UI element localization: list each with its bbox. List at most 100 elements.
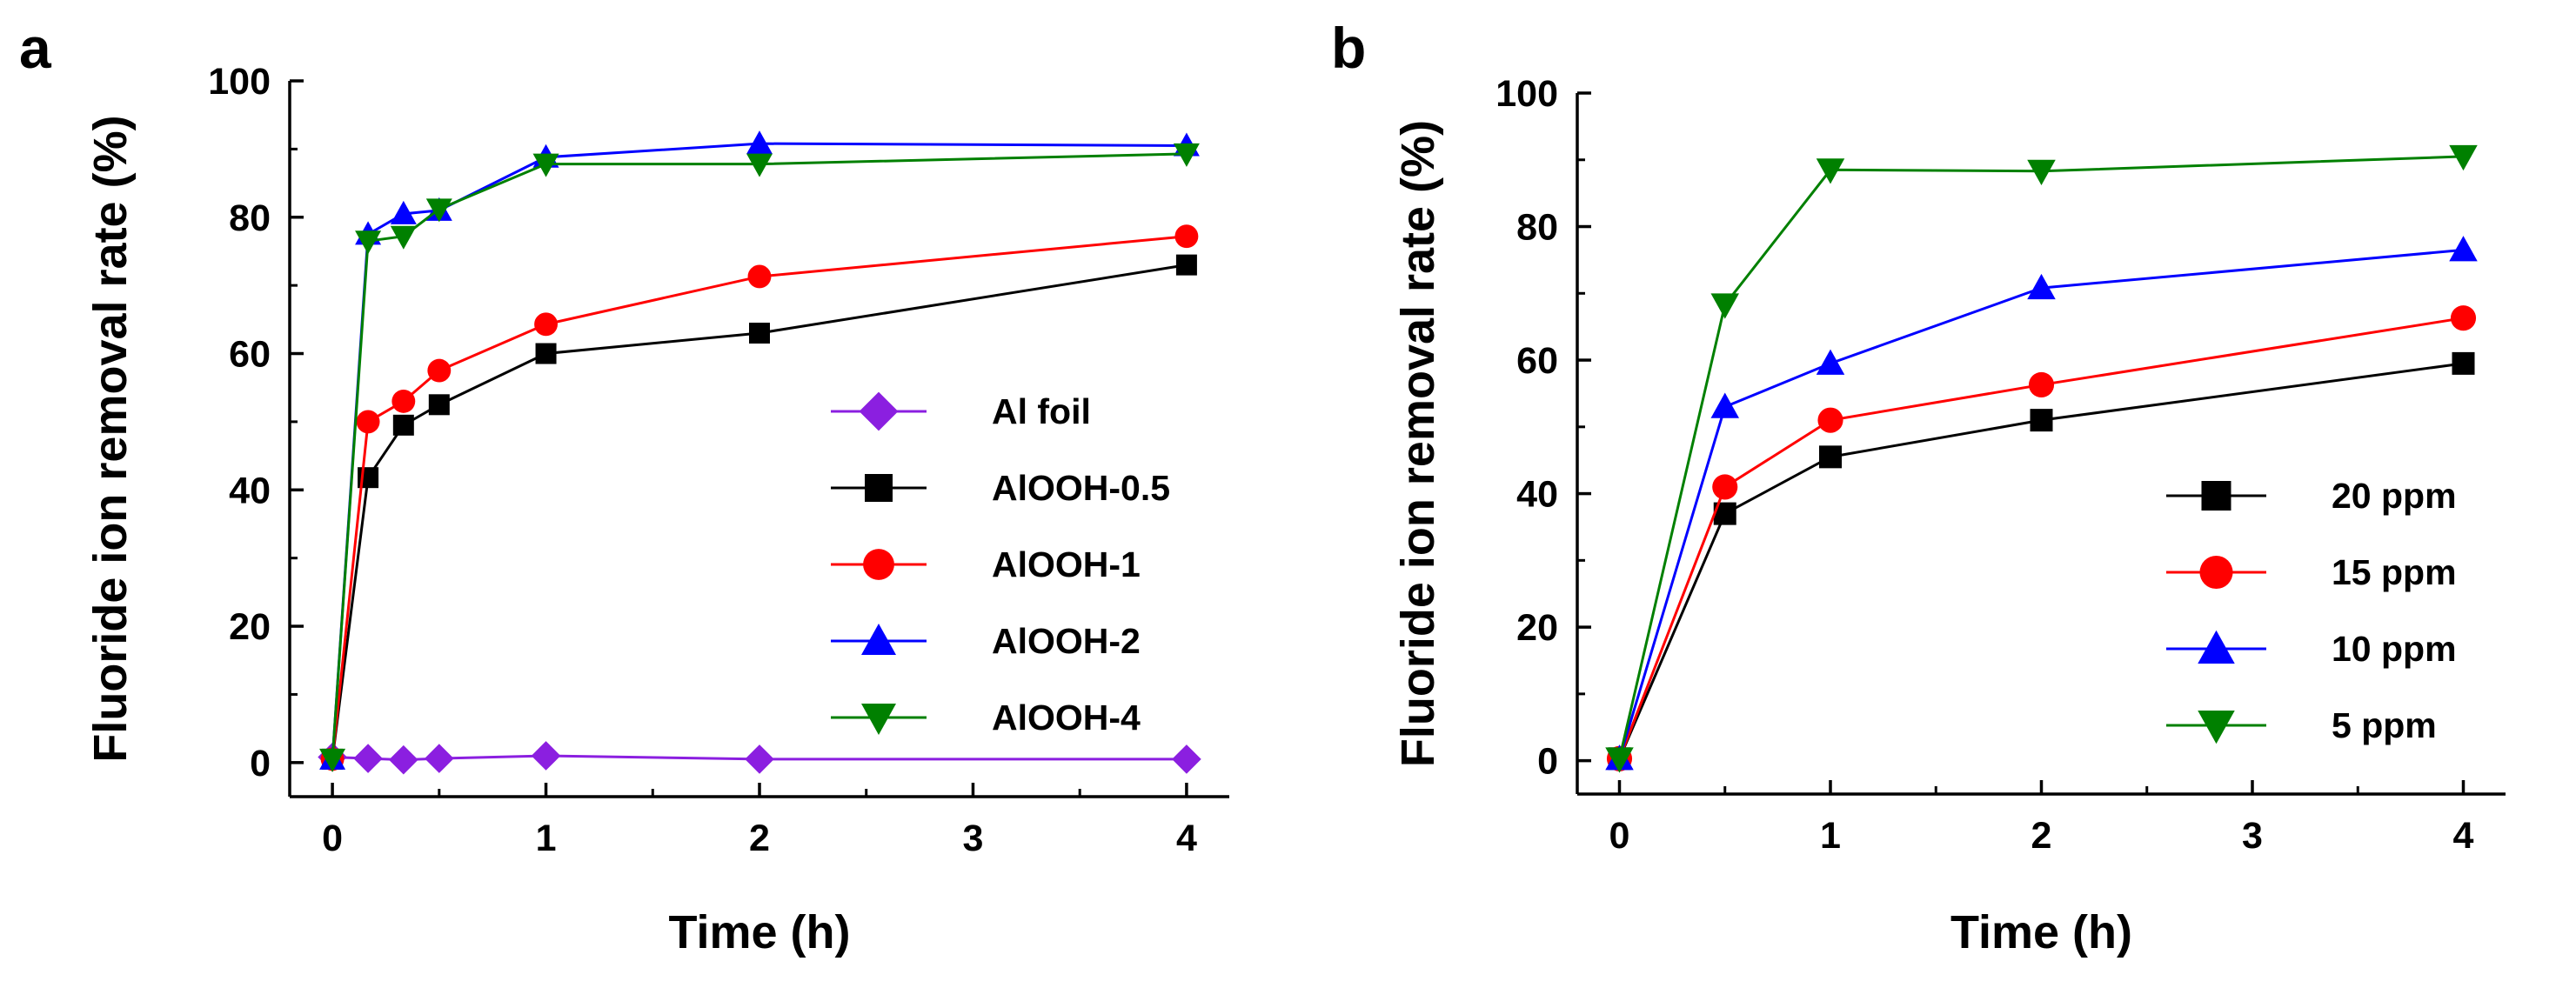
legend-label-15-ppm: 15 ppm <box>2332 552 2457 592</box>
panel-letter: a <box>19 16 52 80</box>
data-point-20-ppm <box>2030 409 2053 432</box>
data-point-alooh-2 <box>746 130 773 155</box>
data-point-alooh-4 <box>390 225 417 250</box>
series-alooh-1 <box>320 224 1199 771</box>
data-point-al-foil <box>425 744 454 773</box>
y-tick-label: 20 <box>1516 607 1558 649</box>
panel-letter: b <box>1331 16 1366 80</box>
data-point-alooh-0-5 <box>535 343 557 364</box>
x-tick-label: 4 <box>1176 818 1197 859</box>
data-point-al-foil <box>1172 744 1201 774</box>
data-point-20-ppm <box>2452 351 2475 375</box>
legend-label-10-ppm: 10 ppm <box>2332 629 2457 669</box>
x-tick-label: 3 <box>962 818 983 859</box>
series-5-ppm <box>1605 144 2478 773</box>
series-alooh-2 <box>319 130 1200 770</box>
data-point-5-ppm <box>1605 747 1634 773</box>
y-tick-label: 0 <box>250 743 271 784</box>
x-tick-label: 1 <box>1820 815 1841 857</box>
data-point-alooh-0-5 <box>392 414 414 436</box>
data-point-alooh-1 <box>1174 224 1199 249</box>
x-tick-label: 3 <box>2242 815 2263 857</box>
legend-marker-20-ppm <box>2201 481 2231 511</box>
data-point-alooh-4 <box>319 748 346 772</box>
data-point-alooh-1 <box>356 410 380 434</box>
series-alooh-4 <box>319 143 1200 772</box>
x-tick-label: 1 <box>536 818 557 859</box>
data-point-10-ppm <box>1710 392 1739 418</box>
legend-label-alooh-1: AlOOH-1 <box>992 544 1141 584</box>
legend-marker-15-ppm <box>2199 555 2233 590</box>
series-line-alooh-2 <box>331 142 1187 759</box>
legend-marker-al-foil <box>859 391 899 431</box>
legend: 20 ppm 15 ppm 10 ppm 5 ppm <box>2166 476 2457 745</box>
data-point-alooh-1 <box>427 358 452 383</box>
y-tick-label: 20 <box>229 606 271 648</box>
data-point-10-ppm <box>2027 273 2056 300</box>
data-point-15-ppm <box>2450 305 2477 331</box>
data-point-10-ppm <box>2449 236 2478 262</box>
data-point-al-foil <box>745 744 774 774</box>
y-tick-label: 40 <box>1516 474 1558 516</box>
legend-marker-10-ppm <box>2198 630 2235 664</box>
x-axis-title: Time (h) <box>1950 906 2132 958</box>
series-al-foil <box>318 741 1201 775</box>
y-tick-label: 40 <box>229 470 271 511</box>
data-point-alooh-1 <box>747 264 772 289</box>
data-point-alooh-4 <box>746 153 773 177</box>
panel-b: b 0 20 40 60 80 100 0 1 2 3 4 Time (h) Fluoride ion r… <box>1331 16 2506 958</box>
legend-label-alooh-4: AlOOH-4 <box>992 698 1141 738</box>
legend-label-5-ppm: 5 ppm <box>2332 705 2437 745</box>
data-point-10-ppm <box>1816 349 1845 375</box>
x-tick-label: 0 <box>322 818 343 859</box>
data-point-15-ppm <box>1817 407 1843 433</box>
data-point-5-ppm <box>1816 158 1845 184</box>
x-axis-title: Time (h) <box>668 906 850 958</box>
data-point-15-ppm <box>1712 474 1738 500</box>
legend-label-alooh-0-5: AlOOH-0.5 <box>992 468 1170 508</box>
data-point-alooh-4 <box>355 230 382 255</box>
y-tick-label: 100 <box>208 61 271 103</box>
legend-marker-5-ppm <box>2198 711 2235 744</box>
x-tick-label: 2 <box>2031 815 2052 857</box>
y-tick-label: 60 <box>229 334 271 376</box>
data-point-5-ppm <box>1710 293 1739 319</box>
legend-marker-alooh-0-5 <box>865 474 893 502</box>
data-point-alooh-1 <box>391 389 416 413</box>
legend: Al foil AlOOH-0.5 AlOOH-1 AlOOH-2 AlOOH-4 <box>831 391 1170 738</box>
legend-label-20-ppm: 20 ppm <box>2332 476 2457 516</box>
y-tick-label: 60 <box>1516 340 1558 382</box>
x-tick-label: 0 <box>1609 815 1630 857</box>
data-point-al-foil <box>353 744 383 773</box>
series-alooh-0-5 <box>322 254 1197 770</box>
y-axis-title: Fluoride ion removal rate (%) <box>1392 120 1444 767</box>
data-point-5-ppm <box>2027 159 2056 186</box>
data-point-alooh-4 <box>532 153 559 177</box>
panel-a: a 0 20 40 60 80 100 0 1 2 3 4 Time (h) Fluoride ion r… <box>19 16 1229 958</box>
y-axis-title: Fluoride ion removal rate (%) <box>84 115 137 762</box>
x-tick-label: 4 <box>2453 815 2474 857</box>
data-point-alooh-0-5 <box>428 394 450 416</box>
series-line-alooh-4 <box>331 152 1187 759</box>
data-point-al-foil <box>531 741 561 771</box>
data-point-alooh-4 <box>425 198 452 223</box>
data-point-20-ppm <box>1819 445 1842 469</box>
data-point-15-ppm <box>2028 371 2055 398</box>
series-15-ppm <box>1606 305 2477 771</box>
data-point-alooh-0-5 <box>1175 254 1197 276</box>
data-point-alooh-2 <box>390 200 417 224</box>
y-tick-label: 80 <box>229 197 271 239</box>
x-tick-label: 2 <box>749 818 770 859</box>
data-point-al-foil <box>389 744 418 775</box>
legend-label-alooh-2: AlOOH-2 <box>992 621 1141 661</box>
legend-label-al-foil: Al foil <box>992 391 1091 431</box>
y-tick-label: 0 <box>1537 741 1558 783</box>
legend-marker-alooh-2 <box>861 624 896 655</box>
legend-marker-alooh-4 <box>861 704 896 735</box>
data-point-5-ppm <box>2449 144 2478 171</box>
legend-marker-alooh-1 <box>863 549 894 580</box>
data-point-alooh-0-5 <box>749 323 770 344</box>
y-tick-label: 80 <box>1516 207 1558 249</box>
data-point-alooh-1 <box>534 312 558 337</box>
